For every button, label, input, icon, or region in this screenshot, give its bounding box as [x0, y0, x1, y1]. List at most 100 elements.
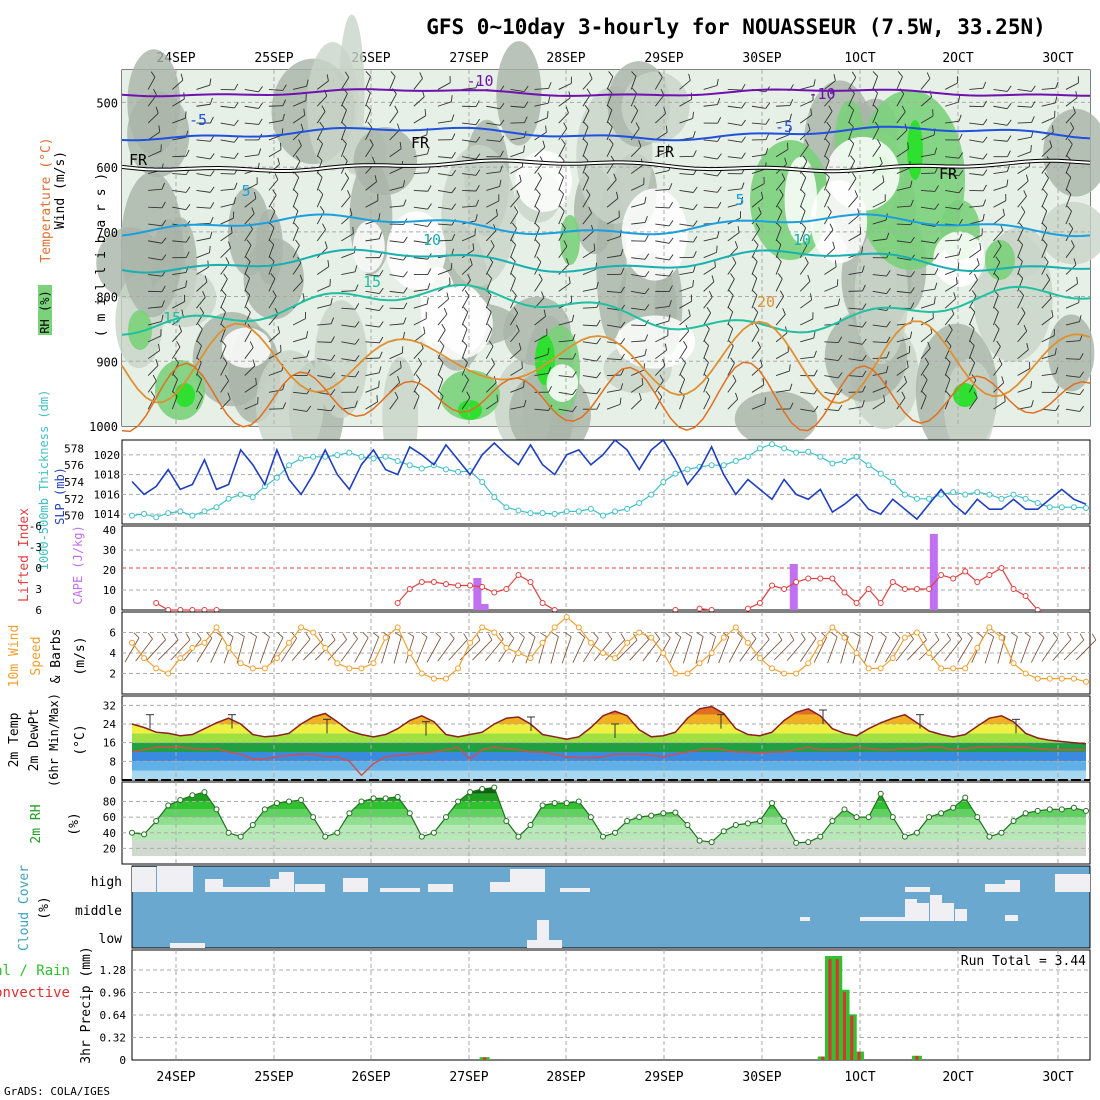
wind-barb [437, 75, 451, 90]
barb-flag [277, 157, 280, 165]
barb-flag [486, 273, 492, 279]
barb-flag [910, 287, 915, 294]
barb-flag [1030, 145, 1032, 152]
wind-barb-10m [984, 632, 995, 664]
wind-barb [389, 302, 408, 310]
barb-flag [150, 391, 156, 398]
rh-tick: 60 [103, 811, 116, 824]
wind-barb-10m [572, 632, 586, 663]
temp-tick: 8 [109, 755, 116, 768]
wind-speed-line [131, 616, 1087, 683]
wind-barb-10m [303, 633, 324, 661]
barb-flag [1055, 386, 1060, 393]
wind-barb [1041, 222, 1048, 242]
barb-flag [807, 123, 811, 131]
barb-shaft [148, 320, 162, 326]
barb-flag [638, 140, 642, 147]
barb-flag [668, 270, 674, 277]
barb-shaft [655, 240, 670, 244]
wind-barb [751, 289, 758, 309]
wind-barb [316, 138, 323, 157]
barb-flag [513, 307, 519, 314]
wind-barb [968, 258, 980, 275]
barb-shaft [786, 639, 806, 661]
wind-barb [1017, 174, 1029, 191]
lifted-index-axis-label: Lifted Index [17, 508, 32, 602]
barb-shaft [172, 206, 187, 211]
wind-barb [244, 118, 263, 125]
barb-flag [378, 366, 382, 373]
barb-shaft [148, 240, 163, 244]
wind-barb [775, 364, 791, 376]
barb-flag [523, 380, 525, 388]
cloud-high-block [295, 884, 325, 892]
barb-flag [717, 186, 722, 193]
barb-flag [161, 182, 165, 190]
barb-flag [906, 360, 909, 368]
barb-flag [690, 294, 693, 302]
barb-shaft [196, 281, 208, 292]
cape-bar [480, 604, 489, 610]
barb-flag [475, 81, 479, 89]
wind-barb [800, 405, 819, 412]
wind-barb [341, 284, 359, 292]
wind-barb [655, 285, 673, 292]
wind-barb [196, 390, 203, 410]
barb-flag [910, 302, 915, 309]
wind-barb [968, 306, 976, 326]
barb-flag [498, 632, 504, 640]
barb-shaft [605, 639, 625, 661]
millibars-axis-label: ( m i l l i b a r s ) [94, 173, 109, 337]
wind-barb [534, 96, 551, 107]
wind-speed-line-point [756, 655, 763, 662]
barb-flag [152, 374, 157, 382]
barb-shaft [389, 323, 404, 326]
barb-flag [969, 323, 975, 330]
barb-flag [379, 351, 383, 359]
barb-flag [885, 365, 889, 373]
wind-speed-line-point [575, 624, 582, 631]
barb-shaft [896, 337, 911, 343]
wind-barb [462, 118, 481, 126]
wind-barb [969, 242, 982, 259]
barb-shaft [655, 170, 670, 175]
barb-flag [427, 185, 432, 192]
lifted-index-line-point [877, 600, 884, 606]
wind-speed-line-point [153, 665, 160, 672]
barb-flag [330, 298, 333, 305]
barb-flag [934, 268, 939, 275]
barb-shaft [220, 122, 235, 126]
barb-flag [181, 309, 184, 317]
wind-barb-10m [695, 632, 704, 664]
barb-flag [329, 278, 331, 286]
thickness-line-point [587, 505, 594, 512]
wind-barb [534, 347, 550, 360]
barb-shaft [728, 637, 743, 663]
barb-shaft [993, 105, 1008, 110]
barb-shaft [968, 362, 976, 376]
barb-flag [487, 323, 493, 330]
barb-shaft [896, 240, 911, 244]
barb-shaft [292, 85, 307, 90]
barb-shaft [582, 288, 597, 292]
barb-shaft [969, 205, 984, 208]
barb-shaft [727, 122, 742, 126]
barb-flag [282, 383, 285, 390]
wind-barb [969, 199, 987, 208]
wind-barb [582, 243, 596, 259]
barb-flag [427, 268, 432, 275]
barb-shaft [727, 203, 742, 208]
barb-shaft [413, 240, 428, 244]
barb-shaft [461, 312, 469, 326]
barb-shaft [727, 398, 738, 410]
wind-barb [630, 140, 642, 158]
wind-barb [365, 351, 383, 360]
barb-flag [836, 279, 839, 287]
wind-barb [220, 226, 233, 242]
rh-blob [1043, 108, 1100, 197]
wind-barb [1041, 348, 1057, 360]
barb-shaft [629, 639, 649, 661]
barb-shaft [848, 271, 863, 275]
barb-shaft [437, 223, 452, 226]
barb-shaft [945, 254, 959, 259]
